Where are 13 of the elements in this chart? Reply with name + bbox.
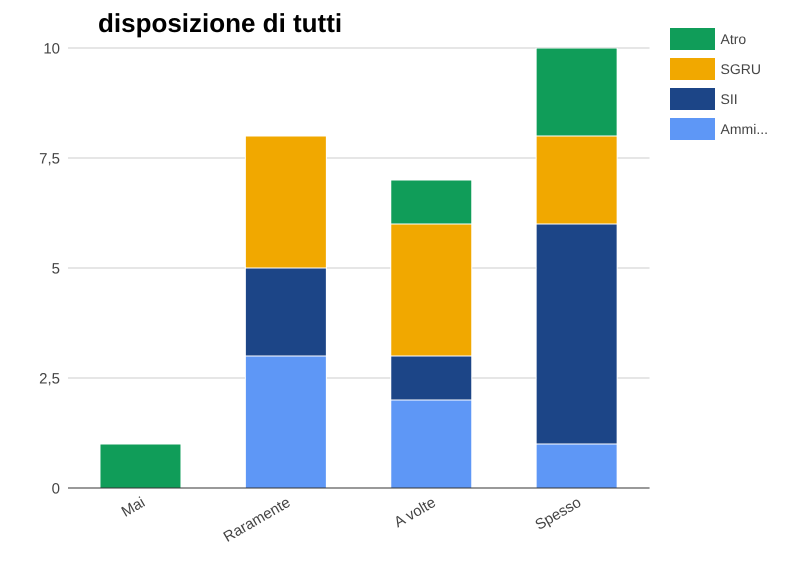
y-tick-label: 10 bbox=[43, 40, 60, 58]
x-tick-label: A volte bbox=[391, 494, 439, 532]
legend-label: Atro bbox=[720, 31, 746, 47]
y-tick-label: 5 bbox=[52, 260, 60, 278]
legend-label: Ammi... bbox=[720, 121, 768, 137]
legend-label: SII bbox=[720, 91, 738, 107]
x-tick-label: Mai bbox=[118, 494, 148, 521]
bar bbox=[99, 444, 182, 488]
chart-title: disposizione di tutti bbox=[98, 8, 342, 39]
y-tick-label: 0 bbox=[52, 480, 60, 498]
y-tick-label: 7,5 bbox=[39, 150, 60, 168]
legend-label: SGRU bbox=[720, 61, 761, 77]
y-tick-label: 2,5 bbox=[39, 370, 60, 388]
